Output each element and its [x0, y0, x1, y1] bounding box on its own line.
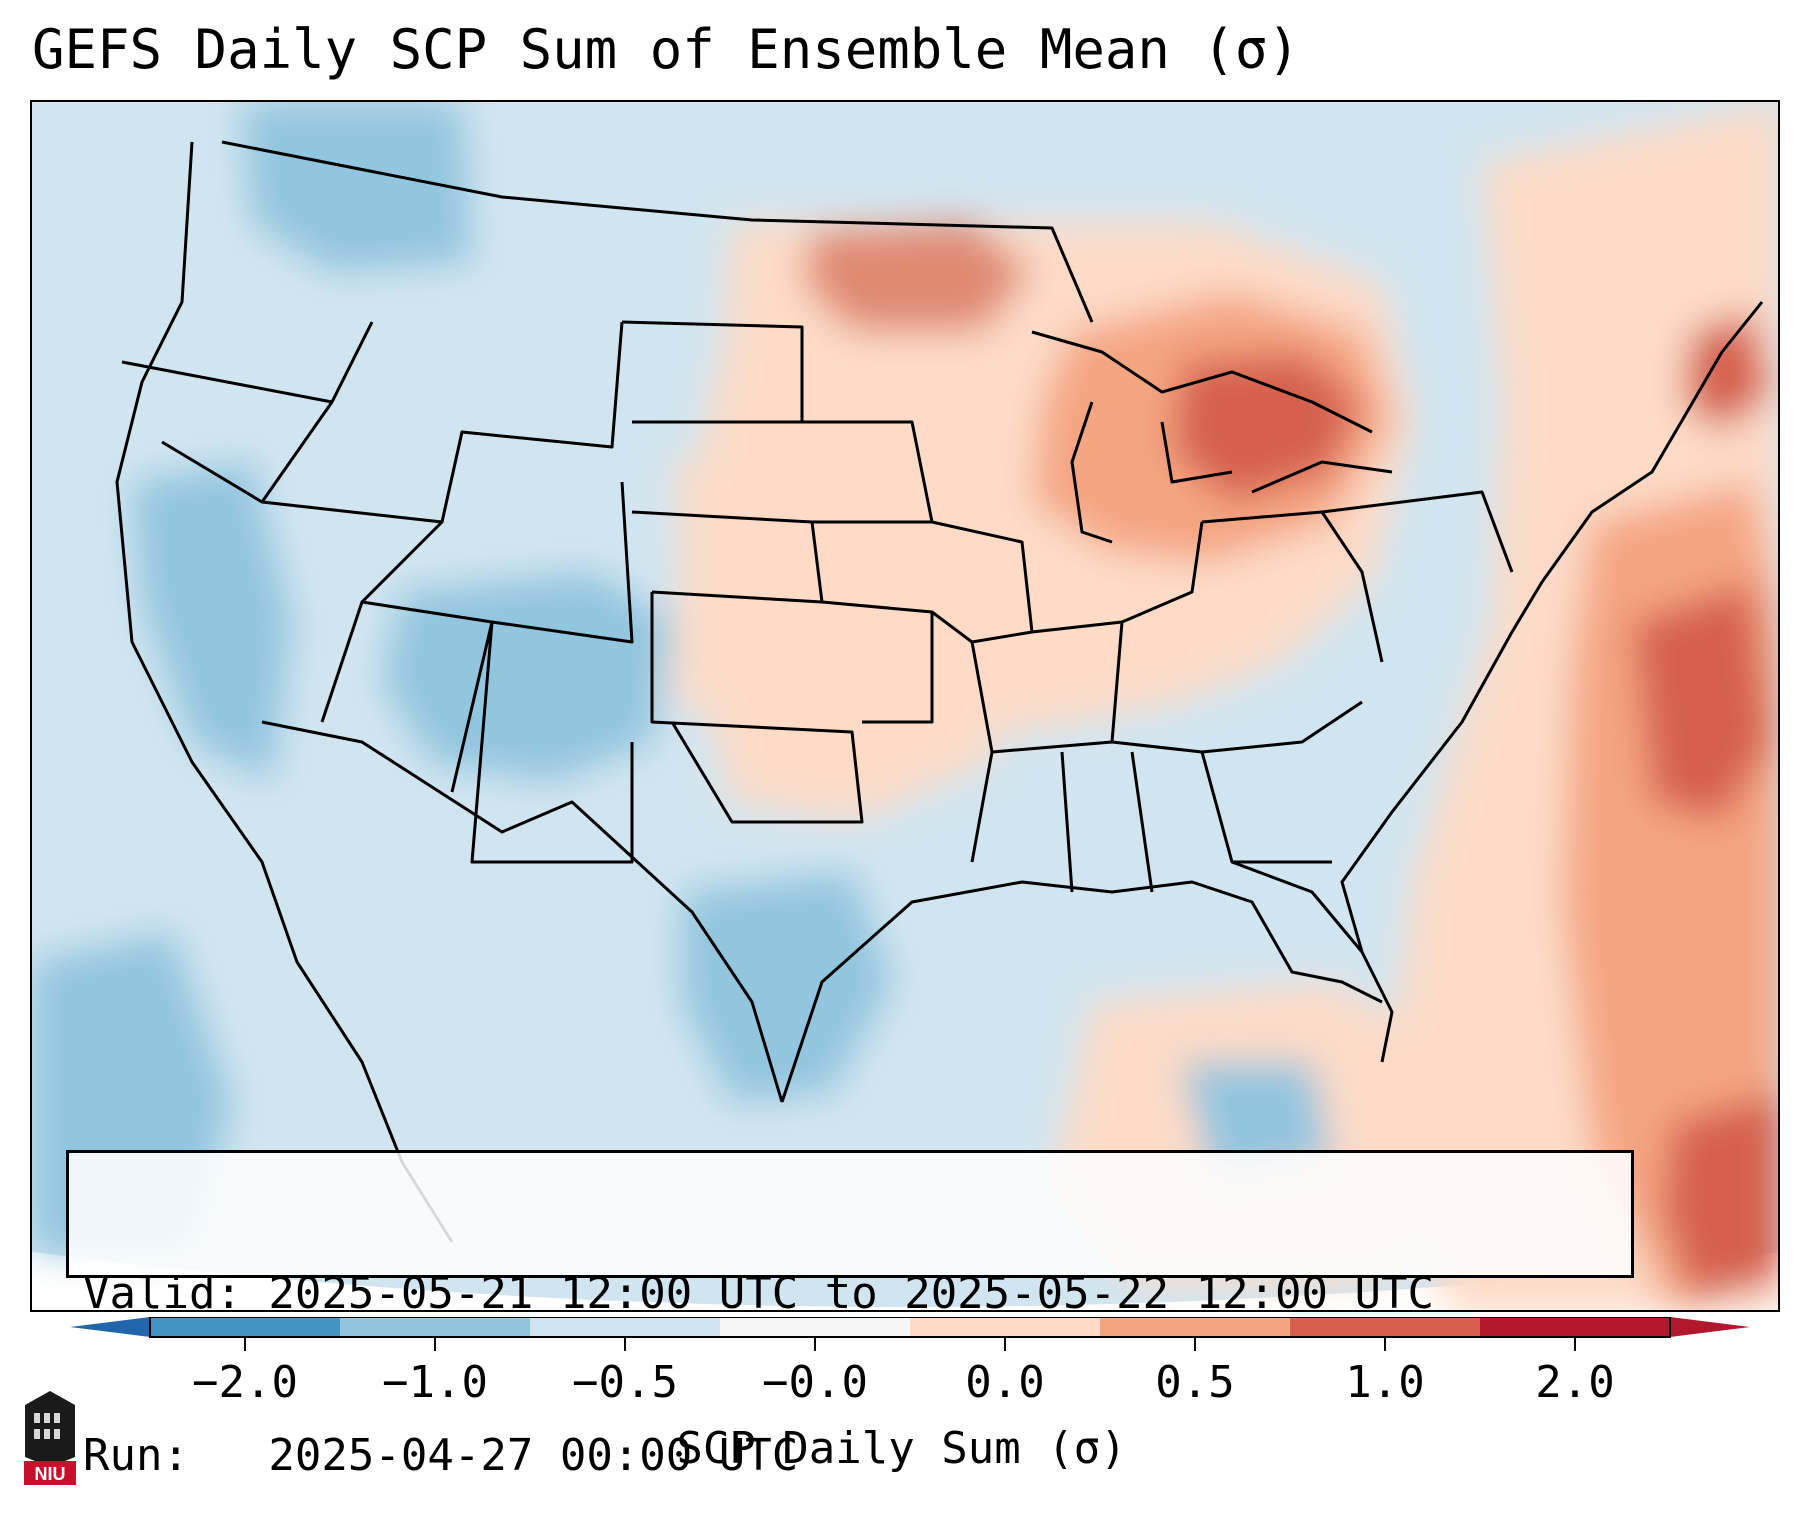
- colorbar-tick-label: 1.0: [1345, 1357, 1425, 1408]
- colorbar-tick-label: 2.0: [1535, 1357, 1615, 1408]
- east-coast: [1340, 301, 1764, 953]
- colorbar-tick-label: −1.0: [382, 1357, 488, 1408]
- colorbar-segment: [150, 1317, 341, 1337]
- colorbar-tick-label: −2.0: [192, 1357, 298, 1408]
- logo-text: NIU: [35, 1464, 66, 1484]
- west-coast: [115, 141, 454, 1243]
- colorbar-segment: [530, 1317, 721, 1337]
- colorbar-segment: [1100, 1317, 1291, 1337]
- state-lines-east: [931, 490, 1514, 893]
- valid-run-box: Valid: 2025-05-21 12:00 UTC to 2025-05-2…: [66, 1150, 1634, 1481]
- chart-title: GEFS Daily SCP Sum of Ensemble Mean (σ): [32, 18, 1300, 81]
- colorbar-segment: [1290, 1317, 1481, 1337]
- colorbar-tick-label: −0.5: [572, 1357, 678, 1408]
- colorbar-tick-label: 0.5: [1155, 1357, 1235, 1408]
- run-time-text: Run: 2025-04-27 00:00 UTC: [83, 1430, 799, 1481]
- colorbar-under-arrow: [70, 1317, 150, 1337]
- colorbar-tick-label: −0.0: [762, 1357, 868, 1408]
- colorbar-tick-label: 0.0: [965, 1357, 1045, 1408]
- state-lines-west: [121, 321, 634, 864]
- mexico-border: [261, 720, 784, 1103]
- map-panel: [30, 100, 1780, 1312]
- strong-region-atlantic-core: [1632, 582, 1772, 822]
- great-lakes: [1031, 330, 1393, 544]
- map-svg: [32, 102, 1778, 1310]
- colorbar-segment: [1480, 1317, 1671, 1337]
- strong-region-northern-border: [802, 222, 1032, 332]
- colorbar-segment: [340, 1317, 531, 1337]
- negative-region-northwest: [242, 102, 472, 272]
- colorbar-segment: [910, 1317, 1101, 1337]
- strong-region-new-england: [1682, 312, 1772, 432]
- valid-time-text: Valid: 2025-05-21 12:00 UTC to 2025-05-2…: [83, 1268, 1435, 1319]
- colorbar: [70, 1317, 1750, 1351]
- negative-region-california: [132, 462, 292, 782]
- boundaries: [115, 140, 1764, 1243]
- negative-region-four-corners: [382, 572, 672, 782]
- positive-region-plains: [672, 462, 1012, 822]
- colorbar-segment: [720, 1317, 911, 1337]
- canada-border: [221, 140, 1094, 323]
- colorbar-frame: [149, 1317, 1671, 1338]
- niu-logo: NIU: [24, 1391, 76, 1485]
- negative-region-west-texas: [682, 872, 892, 1102]
- colorbar-label: SCP Daily Sum (σ): [676, 1423, 1127, 1474]
- strong-region-caribbean: [1662, 1093, 1778, 1302]
- state-lines-plains: [621, 320, 934, 824]
- colorbar-over-arrow: [1670, 1317, 1750, 1337]
